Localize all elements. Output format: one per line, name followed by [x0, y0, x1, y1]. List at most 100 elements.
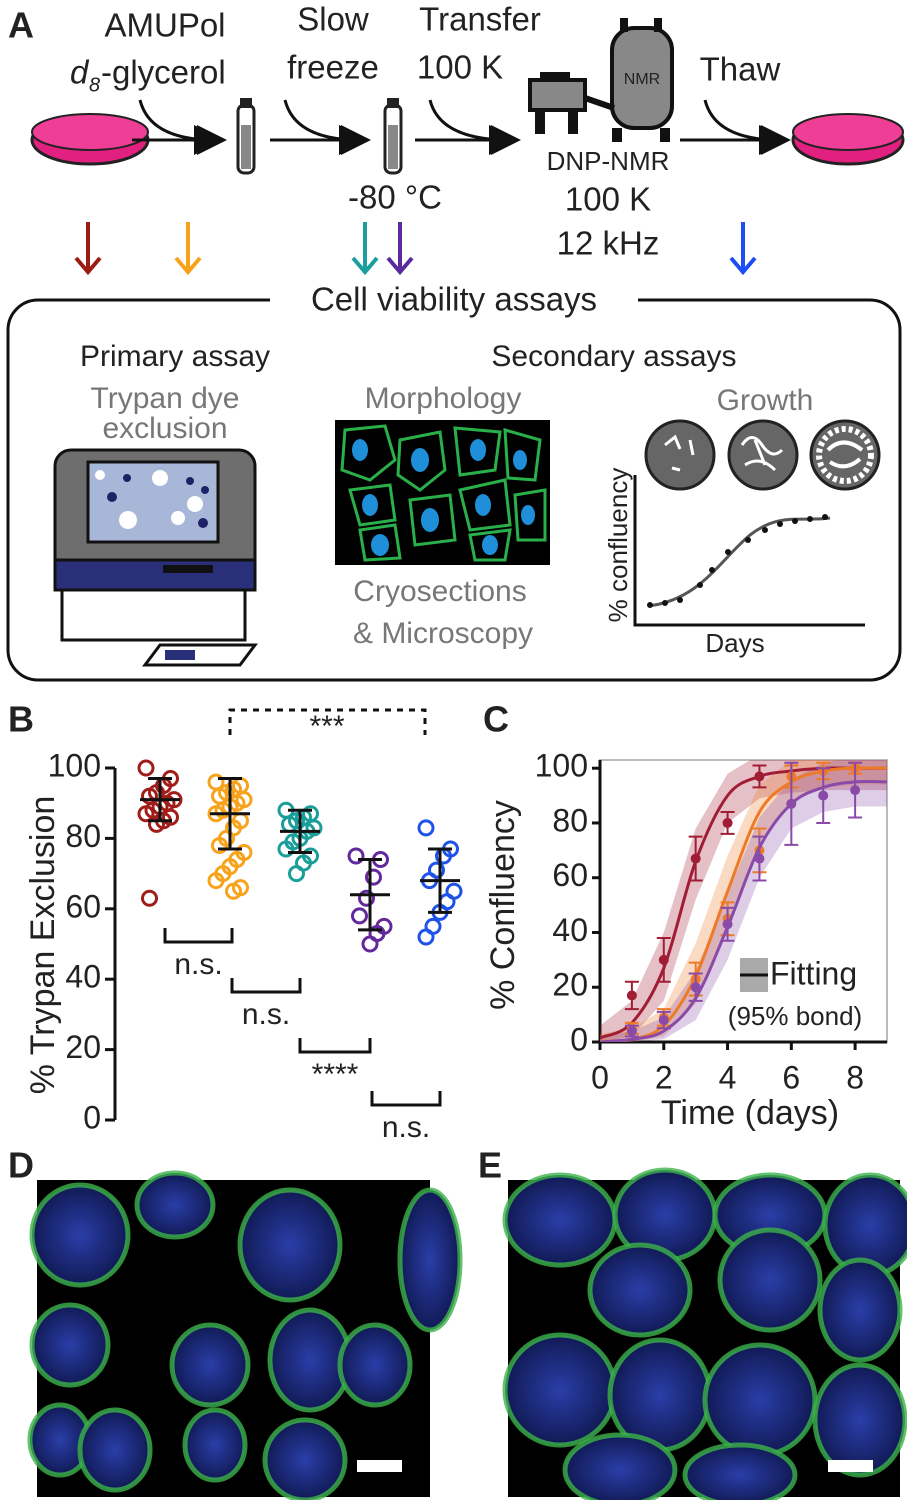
step-label: 12 kHz — [557, 225, 660, 262]
assay-title: Cell viability assays — [311, 281, 597, 318]
fit-line — [600, 766, 887, 1042]
step-label: -80 °C — [348, 179, 442, 216]
step-label: Slow — [297, 1, 369, 38]
error-bar — [218, 777, 242, 851]
step-label: 100 K — [417, 49, 503, 86]
y-tick-label: 0 — [570, 1021, 588, 1057]
axis-label: % confluency — [603, 468, 633, 623]
error-bar — [288, 808, 312, 854]
significance: n.s. — [382, 1111, 430, 1144]
data-point — [288, 865, 305, 883]
y-tick-label: 20 — [552, 967, 588, 1003]
assay-sub: Growth — [717, 384, 814, 417]
data-point — [722, 817, 733, 828]
step-label: 8 — [89, 74, 100, 96]
data-point — [211, 836, 228, 854]
plot-area — [600, 760, 887, 1042]
assay-sub: Morphology — [365, 382, 522, 415]
assay-heading: Secondary assays — [491, 340, 736, 373]
legend-label: (95% bond) — [728, 1001, 862, 1031]
data-point — [850, 785, 861, 796]
step-label: Thaw — [700, 51, 781, 88]
x-tick-label: 2 — [655, 1059, 673, 1095]
legend-label: Fitting — [770, 955, 857, 991]
growth-schematic: % confluency Days — [603, 419, 881, 658]
x-tick-label: 8 — [846, 1059, 864, 1095]
nmr-magnet: NMR — [528, 18, 674, 142]
data-point — [365, 868, 382, 886]
panel-label: C — [483, 699, 509, 740]
significance: *** — [309, 710, 344, 743]
step-label: 100 K — [565, 181, 651, 218]
y-tick-label: 40 — [65, 959, 101, 995]
sample-arrow — [74, 222, 757, 276]
x-tick-label: 0 — [591, 1059, 609, 1095]
panel-label: E — [478, 1145, 502, 1186]
y-tick-label: 100 — [48, 747, 101, 783]
data-point — [358, 889, 375, 907]
data-point — [722, 919, 733, 930]
panel-a: A AMUPol d 8 -glycerol Slow freeze Trans… — [6, 1, 905, 682]
data-point — [141, 889, 158, 907]
data-point — [417, 928, 435, 946]
data-point — [207, 872, 225, 890]
step-label: d — [70, 54, 90, 91]
step-arrow — [138, 99, 789, 155]
panel-label: B — [8, 699, 34, 740]
data-point — [754, 771, 765, 782]
x-axis-title: Time (days) — [661, 1094, 839, 1132]
micrograph-d — [27, 1170, 463, 1500]
data-point — [417, 819, 435, 837]
nmr-label: NMR — [624, 71, 660, 88]
step-label: DNP-NMR — [547, 146, 670, 176]
significance: n.s. — [242, 998, 290, 1031]
data-point — [148, 815, 165, 833]
assay-sub: Trypan dye — [91, 382, 240, 415]
x-tick-label: 4 — [719, 1059, 737, 1095]
data-point — [626, 1026, 637, 1037]
bracket — [163, 928, 234, 944]
y-axis-title: % Confluency — [484, 800, 522, 1010]
significance: n.s. — [174, 948, 222, 981]
data-point — [658, 954, 669, 965]
error-bar — [428, 847, 452, 914]
axis-label: Days — [705, 628, 764, 658]
dish — [30, 113, 150, 166]
data-point — [690, 853, 701, 864]
tube — [236, 98, 256, 175]
data-point — [361, 935, 379, 953]
morphology-image — [335, 420, 550, 565]
data-point — [351, 907, 368, 925]
panel-label: A — [8, 5, 34, 46]
step-label: freeze — [287, 49, 379, 86]
y-tick-label: 40 — [552, 912, 588, 948]
data-point — [277, 840, 295, 858]
assay-sub: Cryosections — [353, 575, 526, 608]
bracket — [298, 1038, 372, 1054]
y-tick-label: 20 — [65, 1029, 101, 1065]
data-point — [137, 805, 155, 823]
data-point — [626, 990, 637, 1001]
confidence-band — [600, 760, 887, 1042]
assay-heading: Primary assay — [80, 340, 270, 373]
data-point — [347, 847, 365, 865]
y-axis-title: % Trypan Exclusion — [24, 796, 62, 1095]
confidence-band — [600, 760, 887, 1042]
y-tick-label: 100 — [535, 748, 588, 784]
assay-sub: & Microscopy — [353, 617, 533, 650]
y-tick-label: 80 — [552, 802, 588, 838]
dish — [791, 113, 905, 166]
data-point — [137, 759, 155, 777]
assay-sub: exclusion — [102, 412, 227, 445]
step-label: Transfer — [419, 1, 541, 38]
micrograph-e — [502, 1167, 907, 1500]
panel-label: D — [8, 1145, 34, 1186]
y-tick-label: 60 — [65, 888, 101, 924]
significance: **** — [312, 1058, 359, 1091]
data-point — [225, 882, 242, 900]
bracket — [228, 708, 427, 735]
data-point — [786, 798, 797, 809]
y-tick-label: 0 — [83, 1099, 101, 1135]
error-bar — [358, 858, 382, 932]
